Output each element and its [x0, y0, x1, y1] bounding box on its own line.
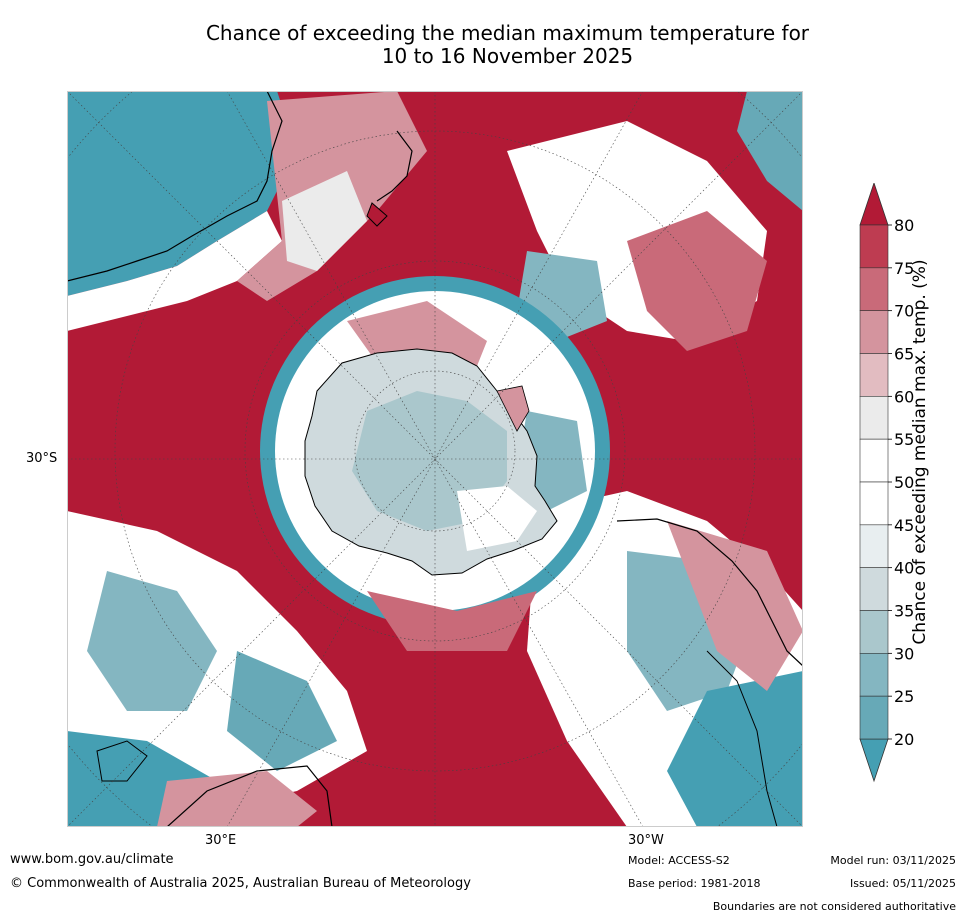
colorbar: 80 75 70 65 60 55 50 45 40 35 30 25 20 — [858, 181, 914, 783]
graticule — [67, 91, 803, 827]
colorbar-tick-label: 60 — [894, 387, 914, 406]
new-zealand-north — [376, 130, 413, 202]
colorbar-bin — [859, 610, 889, 654]
antarctic-peninsula — [496, 385, 530, 432]
colorbar-tick-label: 75 — [894, 259, 914, 278]
colorbar-tick-label: 30 — [894, 644, 914, 663]
australia-coast — [67, 91, 283, 282]
colorbar-tick-label: 20 — [894, 730, 914, 749]
polar-map — [67, 91, 803, 827]
colorbar-bin — [859, 438, 889, 483]
colorbar-tick-label: 80 — [894, 216, 914, 235]
colorbar-bin — [859, 224, 889, 269]
colorbar-bin — [859, 481, 889, 526]
colorbar-bin — [859, 653, 889, 697]
anomaly-pink-ne — [627, 211, 767, 351]
new-zealand-south — [366, 202, 388, 227]
colorbar-bin — [859, 524, 889, 568]
antarctica-east-white — [457, 486, 537, 551]
colorbar-tick-label: 55 — [894, 430, 914, 449]
colorbar-tick-label: 45 — [894, 516, 914, 535]
colorbar-bin — [859, 567, 889, 611]
footer-model-run: Model run: 03/11/2025 — [830, 854, 956, 867]
madagascar-coast — [96, 740, 148, 782]
anomaly-teal-se — [667, 671, 803, 827]
colorbar-bin — [859, 396, 889, 440]
colorbar-tick-label: 25 — [894, 687, 914, 706]
south-america-coast — [616, 518, 803, 667]
colorbar-tick-label: 65 — [894, 345, 914, 364]
colorbar-bin — [859, 695, 889, 740]
footer-disclaimer: Boundaries are not considered authoritat… — [712, 900, 956, 913]
footer-issued: Issued: 05/11/2025 — [849, 877, 956, 890]
lat-label-30s: 30°S — [26, 451, 58, 466]
colorbar-tick-label: 70 — [894, 302, 914, 321]
anomaly-white-west-band — [67, 211, 282, 331]
africa-coast — [166, 765, 333, 827]
map-svg — [67, 91, 803, 827]
colorbar-tick-label: 40 — [894, 559, 914, 578]
colorbar-bottom-arrow — [859, 738, 889, 783]
anomaly-teal-sw-2 — [227, 651, 337, 771]
anomaly-pink-sw — [157, 771, 317, 827]
colorbar-label: Chance of exceeding median max. temp. (%… — [910, 259, 930, 645]
colorbar-top-arrow — [859, 181, 889, 226]
lon-label-30w: 30°W — [628, 833, 664, 848]
colorbar-bin — [859, 310, 889, 354]
map-title: Chance of exceeding the median maximum t… — [60, 22, 955, 68]
colorbar-bin — [859, 353, 889, 397]
anomaly-teal-sw — [87, 571, 217, 711]
colorbar-tick-label: 35 — [894, 602, 914, 621]
lon-label-30e: 30°E — [205, 833, 237, 848]
footer-copyright: © Commonwealth of Australia 2025, Austra… — [10, 876, 471, 891]
anomaly-pink-ring-south — [367, 591, 537, 651]
title-line-1: Chance of exceeding the median maximum t… — [205, 21, 810, 45]
footer-base-period: Base period: 1981-2018 — [628, 877, 761, 890]
anomaly-teal-far-ne — [737, 91, 803, 211]
anomaly-pink-east-coast — [667, 521, 803, 691]
colorbar-svg: 80 75 70 65 60 55 50 45 40 35 30 25 20 — [859, 181, 914, 783]
anomaly-white-nw — [282, 171, 367, 271]
footer-website[interactable]: www.bom.gov.au/climate — [10, 852, 174, 867]
colorbar-bin — [859, 267, 889, 311]
colorbar-tick-label: 50 — [894, 473, 914, 492]
title-line-2: 10 to 16 November 2025 — [381, 44, 634, 68]
footer-model: Model: ACCESS-S2 — [628, 854, 730, 867]
anomaly-teal-southwest — [67, 91, 297, 296]
south-america-east — [706, 650, 778, 827]
